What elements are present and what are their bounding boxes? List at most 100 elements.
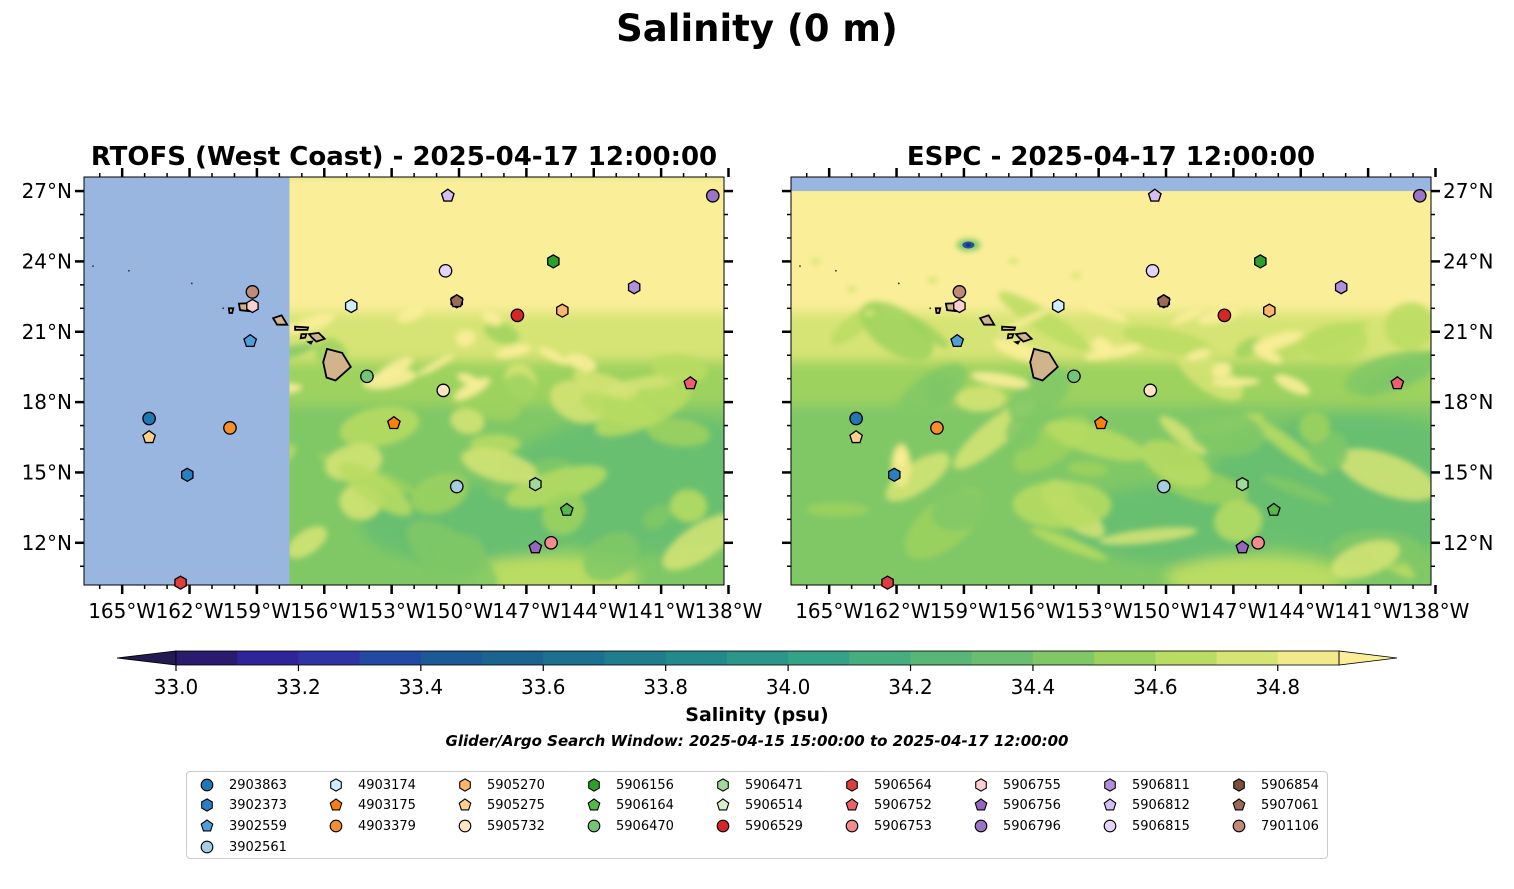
legend-marker-shape <box>846 778 858 792</box>
y-tick-label: 12°N <box>22 531 72 555</box>
float-marker-4903379 <box>930 421 944 435</box>
legend-marker-shape <box>329 798 343 811</box>
colorbar-tick-label: 33.8 <box>643 675 688 699</box>
legend-item: 5906815 <box>1102 816 1190 836</box>
float-marker-5906812 <box>1147 188 1162 202</box>
legend-marker-shape <box>330 778 342 792</box>
float-marker-5906815 <box>438 263 453 278</box>
float-marker-3902559 <box>950 333 965 348</box>
y-tick-label: 12°N <box>1443 531 1493 555</box>
legend-marker-pentagon <box>1103 798 1117 811</box>
legend-label: 5906854 <box>1261 777 1319 793</box>
legend-item: 5905275 <box>457 795 545 815</box>
float-marker-5906752 <box>683 376 698 390</box>
islet-dot <box>799 265 801 268</box>
y-tick-label: 27°N <box>22 179 72 203</box>
left-map-frame <box>83 176 725 586</box>
legend-label: 5906796 <box>1003 818 1061 834</box>
float-marker-5906471 <box>529 476 542 492</box>
x-tick-label: 147°W <box>492 599 560 623</box>
legend-item: 5906514 <box>715 795 803 815</box>
y-tick-label: 15°N <box>22 460 72 484</box>
legend-marker-hexagon <box>717 778 729 792</box>
legend-marker-hexagon <box>330 778 342 792</box>
colorbar-segment <box>910 651 973 665</box>
colorbar-over-arrow <box>1338 650 1398 666</box>
colorbar-segment <box>1155 651 1218 665</box>
y-tick-label: 15°N <box>1443 460 1493 484</box>
legend-label: 3902373 <box>229 797 287 813</box>
float-marker-5905270 <box>1263 303 1276 318</box>
colorbar-segment <box>543 651 605 665</box>
colorbar-tick-label: 34.8 <box>1256 675 1301 699</box>
legend-label: 5907061 <box>1261 797 1319 813</box>
float-marker-2903863 <box>142 411 156 426</box>
x-tick-label: 162°W <box>156 599 224 623</box>
legend-marker-shape <box>587 798 601 811</box>
x-tick-label: 144°W <box>560 599 628 623</box>
legend-marker-pentagon <box>329 798 343 811</box>
legend-marker-shape <box>1232 798 1246 811</box>
legend-marker-circle <box>716 819 730 833</box>
x-tick-label: 153°W <box>358 599 426 623</box>
legend-item: 5906470 <box>586 816 674 836</box>
legend-marker-circle <box>200 840 214 854</box>
legend-item: 3902373 <box>199 795 287 815</box>
legend-item: 5906471 <box>715 775 803 795</box>
float-marker-4903174 <box>1051 298 1065 314</box>
no-data-band <box>791 177 1431 192</box>
float-marker-5906470 <box>360 369 374 384</box>
legend-label: 2903863 <box>229 777 287 793</box>
legend-label: 5906470 <box>616 818 674 834</box>
legend-item: 5907061 <box>1231 795 1319 815</box>
colorbar-segment <box>1277 651 1340 665</box>
legend-item: 5906156 <box>586 775 674 795</box>
legend-marker-shape <box>716 798 730 811</box>
colorbar-tick-label: 34.0 <box>766 675 811 699</box>
float-marker-4903379 <box>223 421 237 435</box>
float-marker-4903175 <box>386 415 401 430</box>
legend-marker-pentagon <box>587 798 601 811</box>
float-marker-5906164 <box>1266 502 1281 516</box>
y-tick-label: 27°N <box>1443 179 1493 203</box>
islet-dot <box>897 282 900 285</box>
legend-marker-shape <box>201 798 213 812</box>
legend-marker-shape <box>200 819 214 832</box>
x-tick-label: 138°W <box>1402 599 1470 623</box>
colorbar-tick-label: 34.6 <box>1133 675 1178 699</box>
legend-item: 5906753 <box>844 816 932 836</box>
float-marker-5905275 <box>849 429 864 444</box>
colorbar-frame <box>175 650 1340 666</box>
y-tick-label: 21°N <box>1443 320 1493 344</box>
legend-marker-pentagon <box>458 798 472 811</box>
float-marker-5905275 <box>142 429 157 444</box>
float-marker-5906815 <box>1145 263 1160 278</box>
chart-title: Salinity (0 m) <box>616 7 898 50</box>
colorbar-segment <box>1094 651 1156 665</box>
legend-item: 7901106 <box>1231 816 1319 836</box>
legend-item: 4903175 <box>328 795 416 815</box>
float-marker-5906564 <box>174 575 187 590</box>
legend-marker-circle <box>458 819 472 833</box>
legend-marker-shape <box>1103 798 1117 811</box>
legend-marker-shape <box>974 819 988 833</box>
legend-item: 4903379 <box>328 816 416 836</box>
legend-item: 5905732 <box>457 816 545 836</box>
legend-label: 5906756 <box>1003 797 1061 813</box>
island-shape <box>294 325 310 331</box>
legend-marker-shape <box>458 798 472 811</box>
float-marker-5906756 <box>1235 540 1250 554</box>
legend-marker-shape <box>587 819 601 833</box>
right-map-frame <box>790 176 1432 586</box>
float-marker-5906564 <box>881 575 894 590</box>
float-marker-5906753 <box>544 535 558 550</box>
legend-marker-circle <box>974 819 988 833</box>
colorbar: 33.0 33.2 33.4 33.6 33.8 34.0 34.2 34.4 34.6 34.8 <box>116 650 1398 699</box>
legend-marker-hexagon <box>846 778 858 792</box>
x-tick-label: 150°W <box>425 599 493 623</box>
x-tick-label: 153°W <box>1065 599 1133 623</box>
legend-marker-shape <box>588 778 600 792</box>
legend-item: 5906796 <box>973 816 1061 836</box>
legend-marker-hexagon <box>459 778 471 792</box>
legend-item: 5906564 <box>844 775 932 795</box>
